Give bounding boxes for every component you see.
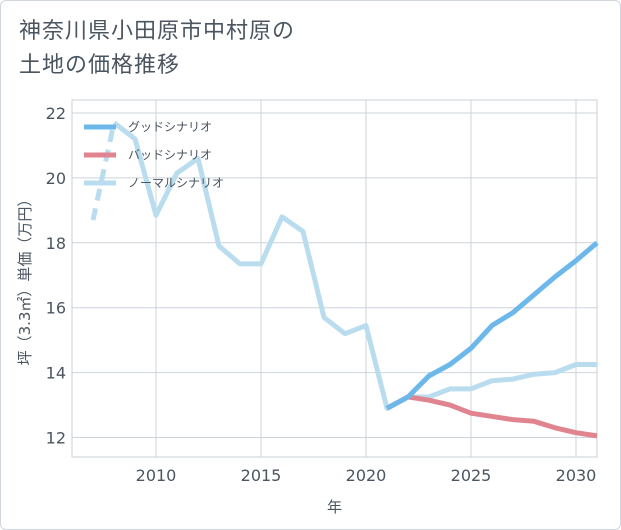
y-tick-label: 12 — [46, 429, 66, 448]
x-tick-label: 2015 — [241, 466, 282, 485]
plot-frame — [71, 99, 598, 458]
y-tick-label: 20 — [46, 169, 66, 188]
legend-label: ノーマルシナリオ — [128, 176, 224, 190]
series-line-0 — [385, 240, 599, 411]
y-tick-label: 14 — [46, 364, 66, 383]
x-axis-title: 年 — [327, 498, 342, 516]
series-line-dashed — [90, 122, 117, 221]
y-axis-title: 坪（3.3㎡）単価（万円） — [16, 192, 34, 366]
series-layer — [90, 120, 599, 439]
x-tick-label: 2030 — [556, 466, 597, 485]
x-tick-label: 2025 — [451, 466, 492, 485]
x-tick-label: 2020 — [346, 466, 387, 485]
legend-label: バッドシナリオ — [128, 148, 212, 162]
y-tick-label: 16 — [46, 299, 66, 318]
series-line-1 — [385, 394, 598, 439]
title-line-1: 神奈川県小田原市中村原の — [19, 19, 296, 44]
series-line-2 — [112, 120, 597, 411]
axis-ticks: 2010 2015 2020 2025 2030 12 14 16 18 20 22 — [46, 104, 597, 485]
y-tick-label: 22 — [46, 104, 66, 123]
y-tick-label: 18 — [46, 234, 66, 253]
title-line-2: 土地の価格推移 — [19, 53, 181, 78]
legend-label: グッドシナリオ — [128, 120, 212, 134]
grid — [72, 100, 597, 457]
x-tick-label: 2010 — [136, 466, 177, 485]
chart-title: 神奈川県小田原市中村原の 土地の価格推移 — [19, 15, 295, 83]
